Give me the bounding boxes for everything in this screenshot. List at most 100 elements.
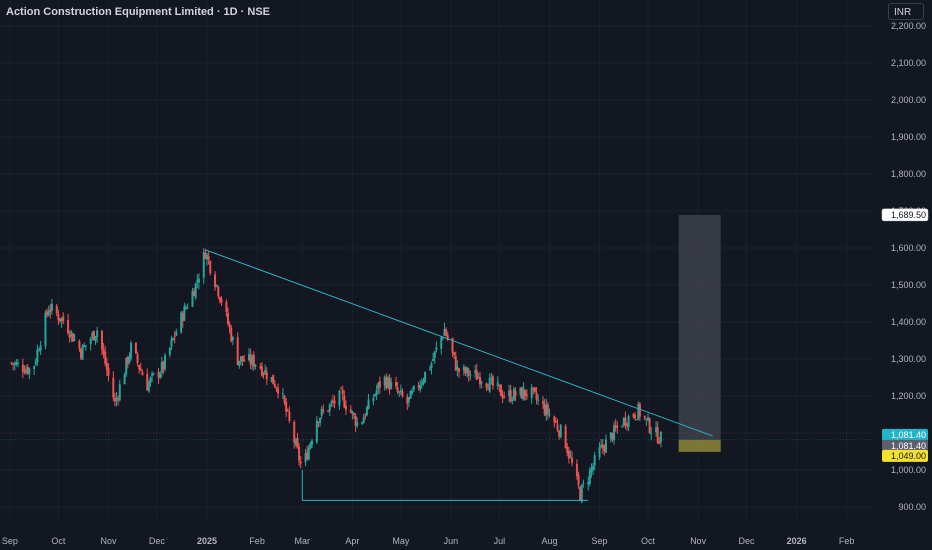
candle-body — [462, 366, 465, 371]
candle-body — [424, 371, 427, 382]
candle-body — [283, 395, 286, 404]
candle-body — [554, 421, 557, 423]
candle-body — [488, 377, 491, 392]
candle-body — [567, 450, 570, 459]
candle-body — [605, 439, 607, 453]
candle-body — [341, 389, 344, 395]
candle-body — [241, 356, 244, 361]
candle-body — [354, 415, 357, 426]
candle-body — [57, 314, 60, 321]
candle-body — [588, 470, 591, 484]
candle-body — [503, 396, 506, 398]
candle-body — [55, 305, 58, 314]
x-tick-label: Apr — [345, 536, 359, 546]
candle-body — [600, 444, 603, 447]
candle-body — [553, 416, 556, 423]
x-tick-label: Nov — [690, 536, 707, 546]
candle-body — [383, 376, 386, 386]
candle-body — [307, 447, 310, 460]
candle-body — [637, 403, 640, 420]
candle-body — [275, 387, 278, 389]
candle-body — [412, 385, 415, 390]
candle-body — [149, 377, 152, 383]
candle-body — [71, 333, 74, 342]
candle-body — [569, 456, 572, 458]
candle-body — [193, 291, 196, 297]
candle-body — [248, 354, 250, 360]
candle-body — [146, 374, 149, 391]
candle-body — [638, 404, 641, 417]
candle-body — [80, 349, 82, 359]
candle-body — [94, 336, 97, 341]
candle-body — [340, 388, 343, 390]
candle-body — [296, 437, 299, 448]
candle-body — [658, 441, 661, 444]
candle-body — [185, 307, 187, 309]
candle-body — [451, 337, 454, 353]
x-tick-label: Feb — [249, 536, 265, 546]
candle-body — [281, 393, 284, 395]
candle-body — [47, 310, 50, 316]
candle-body — [294, 440, 297, 445]
candle-body — [372, 397, 375, 402]
candle-body — [215, 284, 218, 286]
candle-body — [218, 297, 221, 301]
candle-body — [388, 378, 391, 390]
candle-body — [207, 256, 210, 260]
candle-body — [398, 391, 401, 393]
candle-body — [601, 444, 604, 448]
candle-body — [134, 342, 137, 354]
candle-body — [204, 252, 207, 259]
trendline — [205, 249, 713, 437]
candle-body — [454, 356, 457, 371]
candle-body — [306, 452, 309, 460]
candle-body — [260, 366, 263, 376]
candle-body — [598, 447, 601, 458]
candle-body — [328, 404, 331, 411]
candle-body — [611, 433, 614, 441]
candle-body — [332, 400, 334, 403]
candle-body — [136, 354, 139, 363]
candle-body — [286, 410, 289, 412]
candle-body — [23, 371, 26, 374]
candle-body — [164, 355, 166, 370]
candle-body — [401, 391, 404, 397]
candle-body — [647, 417, 649, 421]
candle-body — [508, 390, 511, 396]
price-label-text: 1,689.50 — [891, 210, 926, 220]
candle-body — [362, 417, 365, 424]
candle-body — [277, 388, 280, 394]
candle-body — [117, 398, 120, 400]
candle-body — [556, 424, 559, 431]
candle-body — [36, 349, 39, 362]
candle-body — [525, 394, 528, 397]
candle-body — [183, 306, 186, 321]
currency-selector[interactable]: INR — [888, 3, 924, 20]
candle-body — [104, 351, 107, 364]
candle-body — [645, 418, 648, 420]
candle-body — [115, 397, 118, 402]
candle-body — [202, 252, 205, 278]
x-tick-label: Dec — [739, 536, 756, 546]
candle-body — [123, 374, 126, 385]
candle-body — [407, 397, 410, 402]
candle-body — [480, 382, 483, 384]
candle-body — [33, 366, 36, 370]
candle-body — [59, 318, 61, 322]
candle-body — [46, 311, 49, 315]
candle-body — [524, 389, 527, 397]
price-label-badge — [882, 439, 928, 452]
candle-body — [512, 389, 515, 401]
candle-body — [196, 280, 199, 283]
candle-body — [650, 433, 653, 435]
candle-body — [411, 390, 414, 394]
x-tick-label: Aug — [541, 536, 557, 546]
candle-body — [496, 382, 499, 386]
candle-body — [344, 405, 347, 410]
candle-body — [130, 343, 133, 358]
candle-body — [375, 390, 378, 395]
candle-body — [566, 446, 569, 453]
candle-body — [487, 388, 490, 390]
candle-body — [475, 370, 478, 380]
